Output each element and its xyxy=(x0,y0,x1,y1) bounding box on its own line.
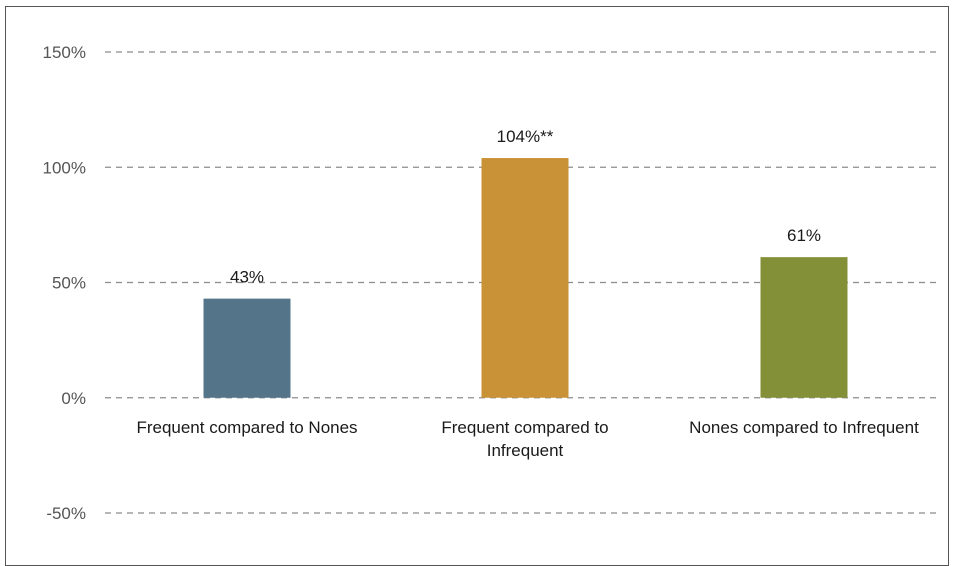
category-labels: Frequent compared to Nones Frequent compa… xyxy=(136,418,919,460)
bar xyxy=(760,257,848,398)
category-label: Infrequent xyxy=(487,441,564,460)
bar-chart: 150% 100% 50% 0% -50% 43% 104%** 61% Frequent … xyxy=(43,43,938,523)
y-tick-label: 50% xyxy=(52,274,86,293)
bars xyxy=(203,158,848,398)
y-axis-tick-labels: 150% 100% 50% 0% -50% xyxy=(43,43,86,523)
y-tick-label: 100% xyxy=(43,158,86,177)
y-tick-label: -50% xyxy=(46,504,86,523)
data-label: 61% xyxy=(787,226,821,245)
data-label: 104%** xyxy=(497,127,554,146)
y-tick-label: 0% xyxy=(61,389,86,408)
category-label: Nones compared to Infrequent xyxy=(689,418,919,437)
bar xyxy=(203,298,291,398)
data-label: 43% xyxy=(230,268,264,287)
category-label: Frequent compared to Nones xyxy=(136,418,357,437)
y-tick-label: 150% xyxy=(43,43,86,62)
bar xyxy=(481,158,569,398)
data-labels: 43% 104%** 61% xyxy=(230,127,821,287)
category-label: Frequent compared to xyxy=(441,418,608,437)
